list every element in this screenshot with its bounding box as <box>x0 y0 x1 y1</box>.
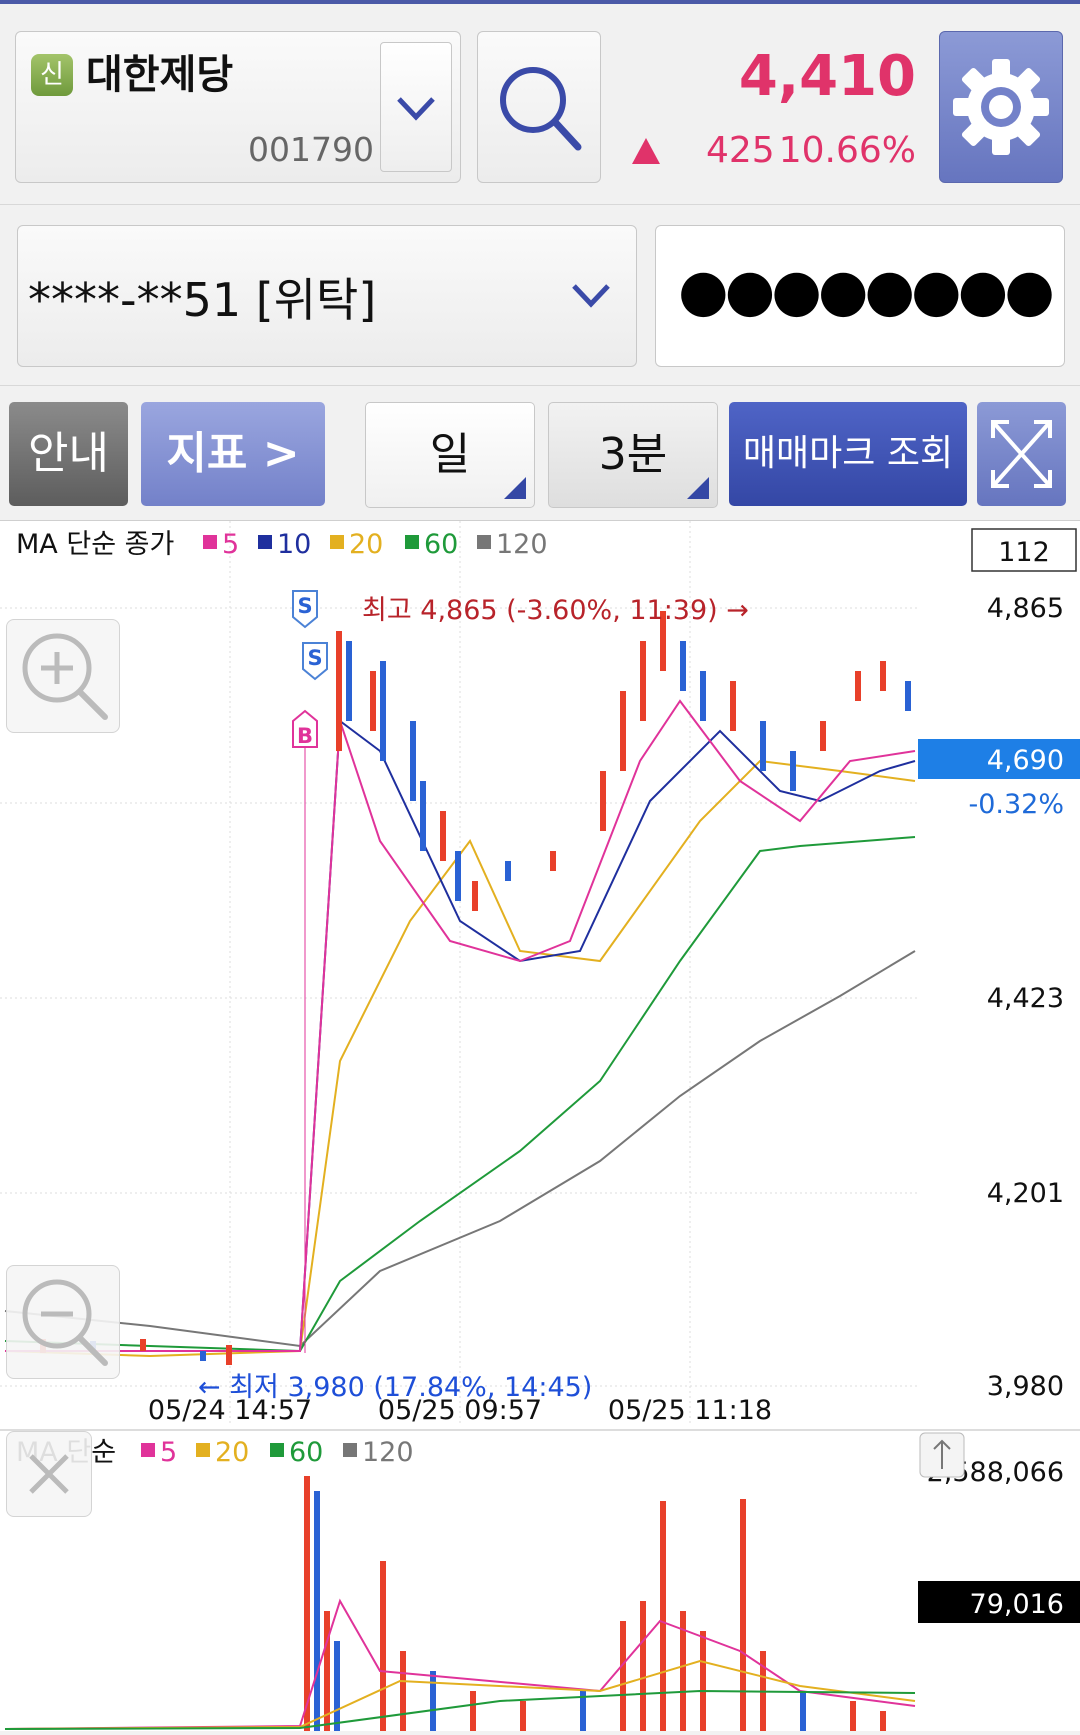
interval-selector[interactable]: 3분 <box>548 402 718 508</box>
y-tick: 4,201 <box>987 1178 1064 1209</box>
legend-swatch <box>405 535 419 549</box>
search-icon <box>500 67 582 151</box>
legend-ma60: 60 <box>424 529 458 560</box>
legend-swatch <box>196 1443 210 1457</box>
zoom-in-button[interactable] <box>6 619 120 733</box>
stock-code: 001790 <box>248 130 374 169</box>
candle-count: 112 <box>998 537 1050 568</box>
chart-area[interactable]: MA 단순 종가 5 10 20 60 120 112 4,865 4,423 … <box>0 521 1080 1731</box>
stock-header: 신 대한제당 001790 4,410 425 10.66% <box>0 4 1080 205</box>
close-volume-button[interactable] <box>6 1431 92 1517</box>
vol-legend-ma20: 20 <box>215 1437 249 1468</box>
price-up-arrow-icon <box>632 138 660 164</box>
legend-ma120: 120 <box>496 529 548 560</box>
current-volume-marker <box>918 1581 1080 1623</box>
current-price: 4,410 <box>738 44 916 109</box>
price-legend-title: MA 단순 종가 <box>16 529 174 560</box>
chevron-down-icon <box>397 97 435 121</box>
x-tick: 05/25 11:18 <box>608 1395 772 1426</box>
dropdown-corner-icon <box>504 477 526 499</box>
close-icon <box>29 1454 69 1494</box>
price-change: 425 <box>706 130 775 171</box>
zoom-in-icon <box>22 633 108 720</box>
volume-bars <box>4 1476 916 1731</box>
top-accent-line <box>0 0 1080 4</box>
y-tick: 3,980 <box>987 1371 1064 1402</box>
current-price-percent: -0.32% <box>968 789 1064 820</box>
price-volume-chart: MA 단순 종가 5 10 20 60 120 112 4,865 4,423 … <box>0 521 1080 1731</box>
legend-swatch <box>270 1443 284 1457</box>
credit-badge: 신 <box>31 54 73 96</box>
legend-ma5: 5 <box>222 529 239 560</box>
gear-icon <box>953 59 1049 155</box>
trade-mark-sell[interactable]: S <box>302 642 328 681</box>
svg-text:S: S <box>307 646 322 670</box>
svg-text:B: B <box>297 724 313 748</box>
expand-icon <box>991 420 1052 488</box>
current-volume: 79,016 <box>970 1589 1064 1620</box>
chart-toolbar: 안내 지표 > 일 3분 매매마크 조회 <box>0 386 1080 521</box>
stock-name: 대한제당 <box>86 52 234 98</box>
zoom-out-button[interactable] <box>6 1265 120 1379</box>
trade-mark-buy[interactable]: B <box>292 709 318 748</box>
vol-legend-ma5: 5 <box>160 1437 177 1468</box>
dropdown-corner-icon <box>687 477 709 499</box>
account-row: ****-**51 [위탁] ●●●●●●●● <box>0 205 1080 386</box>
high-annotation: 최고 4,865 (-3.60%, 11:39) → <box>362 595 749 626</box>
svg-text:S: S <box>297 594 312 618</box>
stock-dropdown-button[interactable] <box>380 42 452 172</box>
legend-ma20: 20 <box>349 529 383 560</box>
scroll-top-button[interactable] <box>919 1432 965 1478</box>
trade-mark-button[interactable]: 매매마크 조회 <box>729 402 967 506</box>
legend-ma10: 10 <box>277 529 311 560</box>
legend-swatch <box>343 1443 357 1457</box>
chevron-down-icon <box>572 284 610 308</box>
password-mask: ●●●●●●●● <box>678 256 1055 324</box>
password-field[interactable]: ●●●●●●●● <box>655 225 1065 367</box>
account-number: ****-**51 [위탁] <box>28 273 377 327</box>
legend-swatch <box>330 535 344 549</box>
current-price-marker <box>918 739 1080 779</box>
vol-legend-ma120: 120 <box>362 1437 414 1468</box>
gridlines <box>0 521 918 1426</box>
candle-count-box[interactable] <box>971 528 1077 572</box>
trade-mark-sell[interactable]: S <box>292 590 318 629</box>
vol-legend-ma60: 60 <box>289 1437 323 1468</box>
indicator-button[interactable]: 지표 > <box>141 402 325 506</box>
search-button[interactable] <box>477 31 601 183</box>
current-price-label: 4,690 <box>987 745 1064 776</box>
ma-lines <box>4 699 916 1358</box>
legend-swatch <box>141 1443 155 1457</box>
low-annotation: ← 최저 3,980 (17.84%, 14:45) <box>198 1372 592 1403</box>
candles <box>40 611 911 1365</box>
settings-button[interactable] <box>939 31 1063 183</box>
legend-swatch <box>203 535 217 549</box>
expand-button[interactable] <box>977 402 1066 506</box>
legend-swatch <box>258 535 272 549</box>
stock-selector[interactable]: 신 대한제당 001790 <box>15 31 461 183</box>
interval-label: 3분 <box>598 429 668 480</box>
legend-swatch <box>477 535 491 549</box>
account-selector[interactable]: ****-**51 [위탁] <box>17 225 637 367</box>
x-tick: 05/24 14:57 <box>148 1395 312 1426</box>
period-label: 일 <box>429 429 471 480</box>
y-tick: 4,423 <box>987 983 1064 1014</box>
zoom-out-icon <box>22 1279 108 1366</box>
info-button[interactable]: 안내 <box>9 402 128 506</box>
y-tick: 4,865 <box>987 593 1064 624</box>
price-change-percent: 10.66% <box>778 130 916 171</box>
period-selector[interactable]: 일 <box>365 402 535 508</box>
x-tick: 05/25 09:57 <box>378 1395 542 1426</box>
